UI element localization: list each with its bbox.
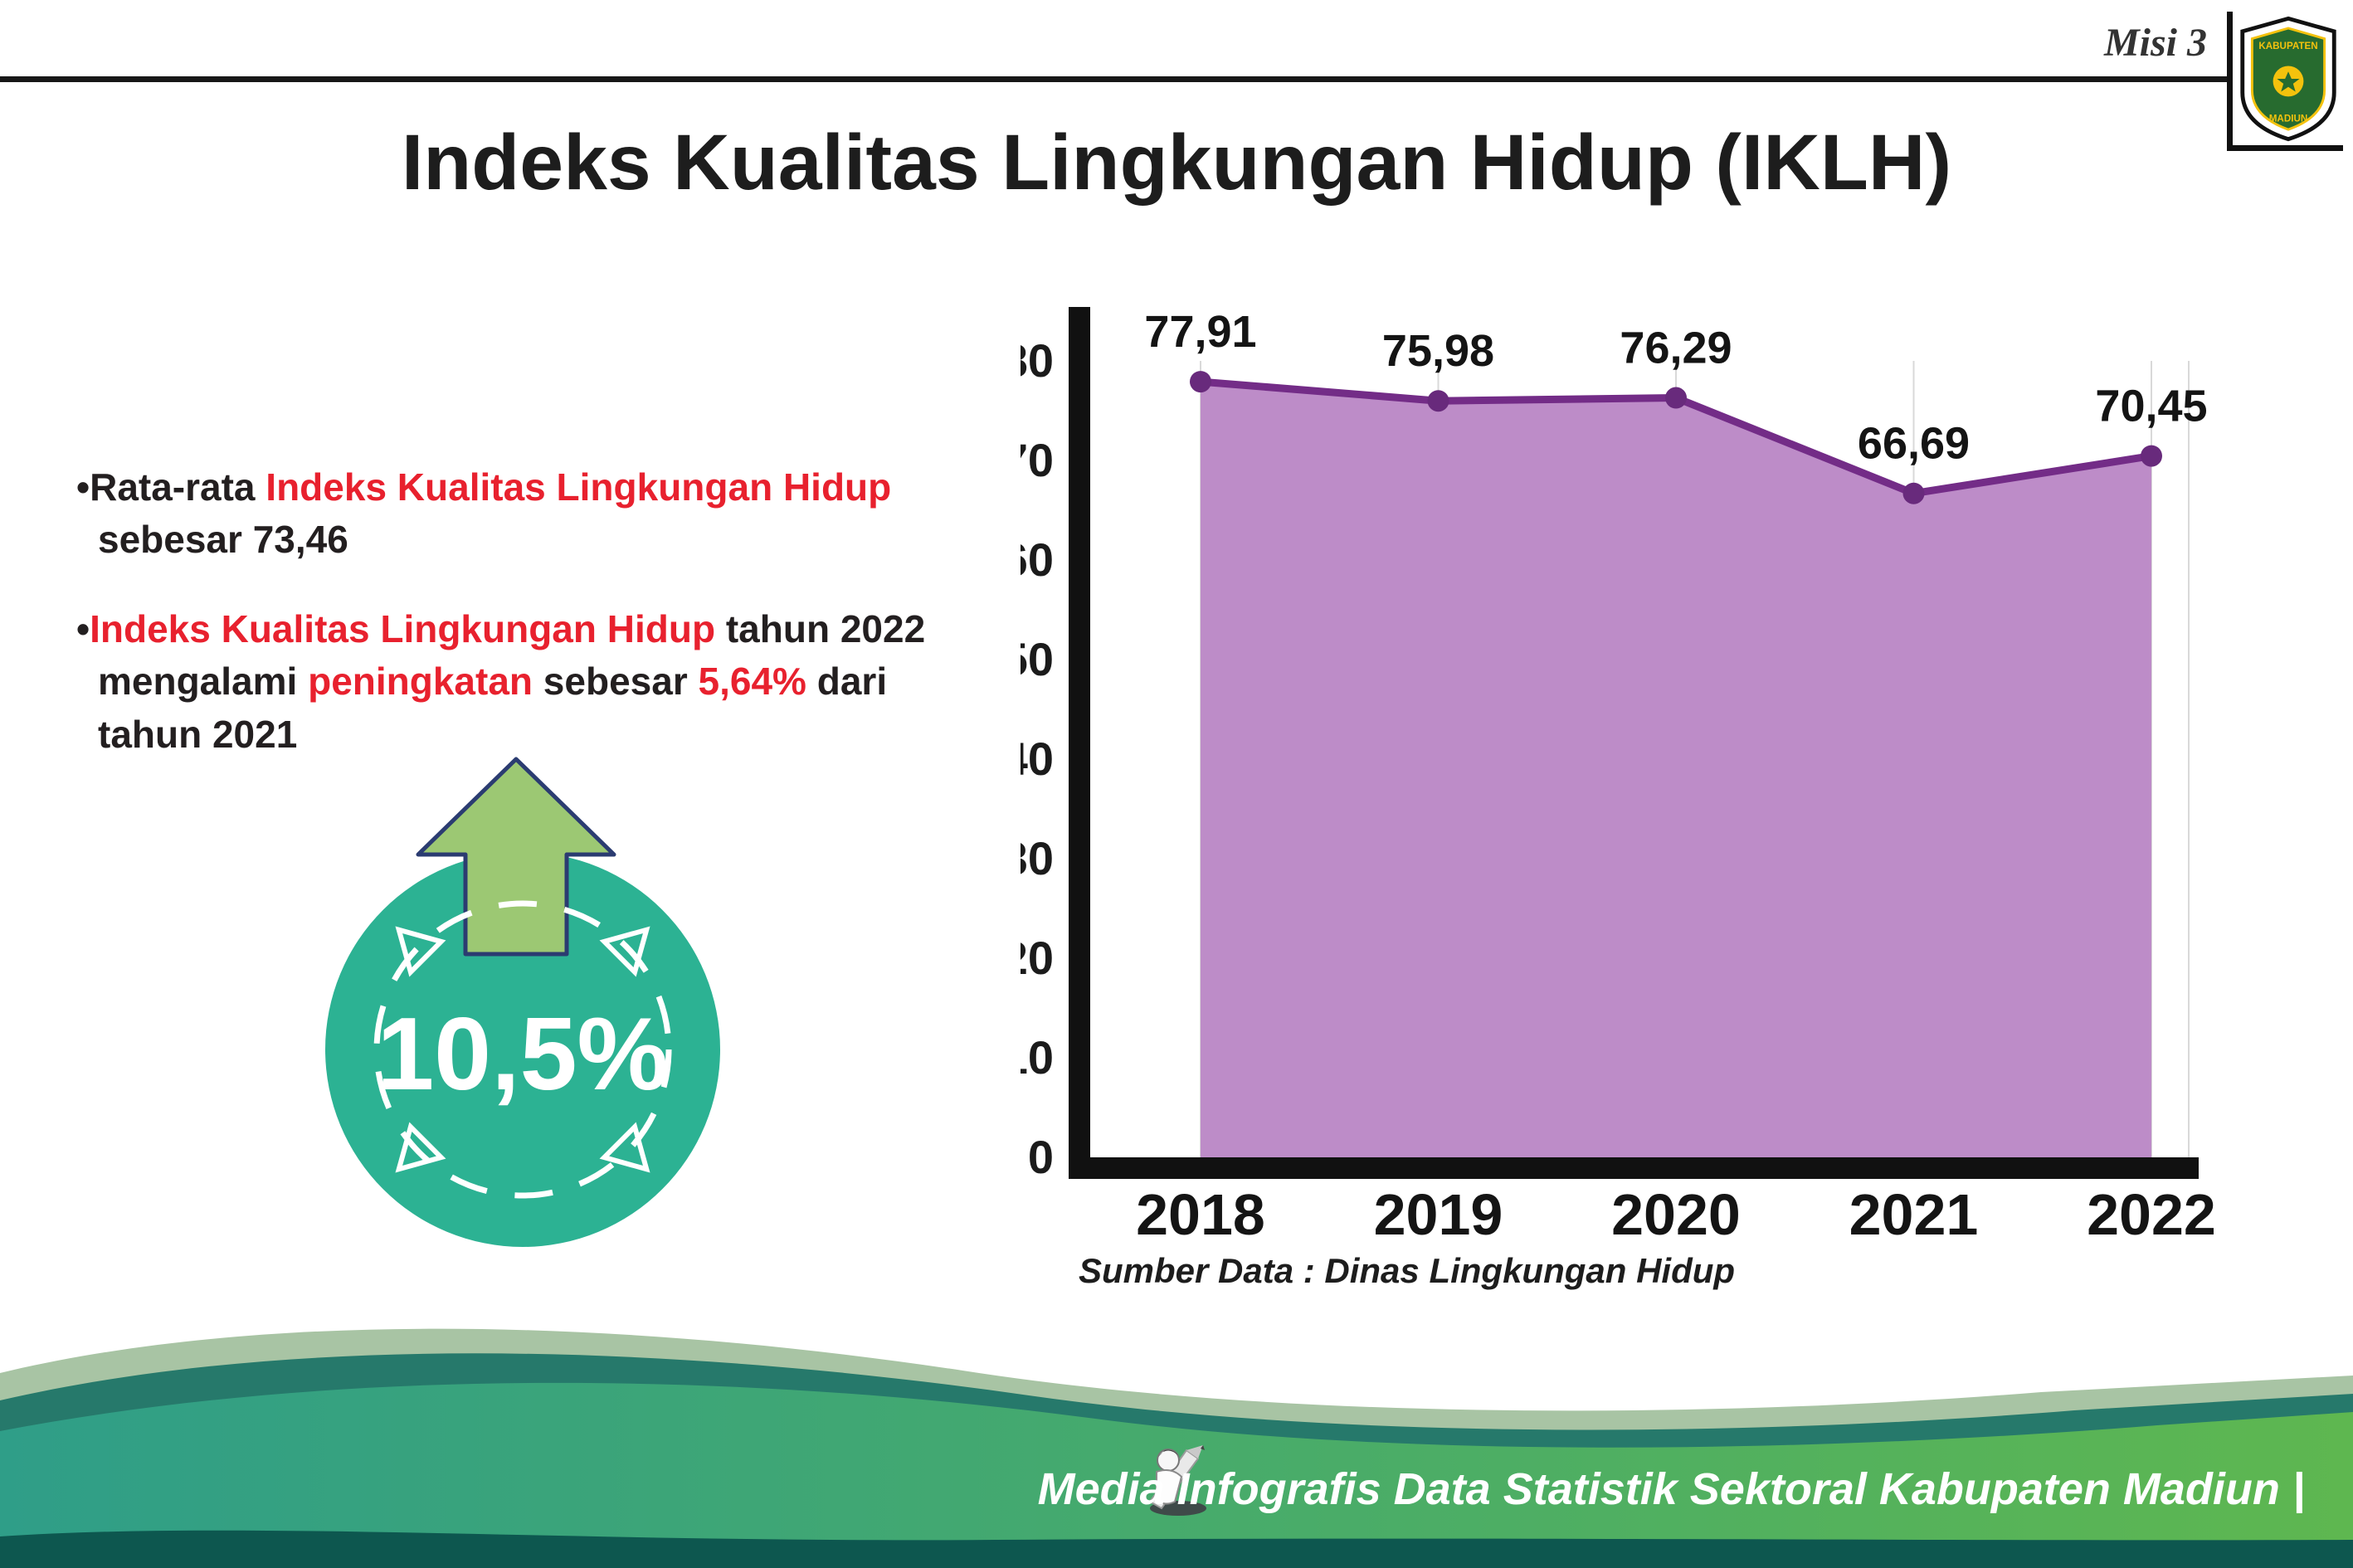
bullet2-highlight3: 5,64% bbox=[698, 660, 806, 704]
chart-point bbox=[2141, 445, 2162, 467]
value-label: 76,29 bbox=[1620, 324, 1732, 373]
value-label: 77,91 bbox=[1144, 307, 1256, 357]
increase-percentage: 10,5% bbox=[377, 997, 669, 1112]
y-tick-label: 80 bbox=[1021, 334, 1054, 387]
y-axis bbox=[1069, 307, 1090, 1179]
badge-triangle-sw-icon bbox=[395, 1122, 446, 1173]
footer-wave-strip bbox=[0, 1530, 2353, 1568]
value-label: 75,98 bbox=[1382, 326, 1494, 376]
misi-label: Misi 3 bbox=[2103, 21, 2207, 65]
y-tick-label: 40 bbox=[1021, 733, 1054, 785]
up-arrow-icon bbox=[416, 757, 616, 957]
badge-circle bbox=[325, 852, 720, 1247]
logo-text-top: KABUPATEN bbox=[2258, 41, 2317, 51]
value-label: 70,45 bbox=[2095, 382, 2207, 431]
bullet1-tail: sebesar 73,46 bbox=[98, 518, 348, 562]
chart-point bbox=[1427, 390, 1449, 412]
bullet2-highlight1: Indeks Kualitas Lingkungan Hidup bbox=[90, 606, 716, 650]
chart-area bbox=[1201, 382, 2151, 1157]
y-tick-label: 10 bbox=[1021, 1031, 1054, 1083]
page-title: Indeks Kualitas Lingkungan Hidup (IKLH) bbox=[401, 119, 1952, 207]
chart-source: Sumber Data : Dinas Lingkungan Hidup bbox=[1079, 1251, 1736, 1290]
bullet2-tail: dari tahun 2021 bbox=[98, 660, 888, 756]
x-tick-label: 2021 bbox=[1849, 1182, 1979, 1247]
header-rule bbox=[0, 76, 2234, 82]
bullet-item-1: •Rata-rata Indeks Kualitas Lingkungan Hi… bbox=[76, 461, 972, 567]
badge-dashed-ring bbox=[373, 900, 672, 1199]
bullet2-dot: • bbox=[76, 606, 90, 650]
bullet1-text: •Rata-rata bbox=[76, 465, 266, 509]
y-tick-label: 70 bbox=[1021, 434, 1054, 486]
x-axis bbox=[1069, 1157, 2199, 1179]
kabupaten-madiun-logo: KABUPATEN MADIUN bbox=[2227, 12, 2343, 151]
mascot-icon bbox=[1148, 1445, 1206, 1516]
footer-waves bbox=[0, 1328, 2353, 1568]
y-tick-label: 60 bbox=[1021, 533, 1054, 586]
logo-shield-icon: KABUPATEN MADIUN bbox=[2239, 16, 2336, 142]
x-tick-label: 2022 bbox=[2087, 1182, 2216, 1247]
badge-triangle-ne-icon bbox=[599, 926, 650, 977]
x-tick-label: 2020 bbox=[1611, 1182, 1741, 1247]
y-tick-label: 30 bbox=[1021, 832, 1054, 884]
chart-point bbox=[1665, 387, 1687, 409]
y-tick-label: 0 bbox=[1028, 1131, 1054, 1183]
x-tick-label: 2019 bbox=[1374, 1182, 1503, 1247]
footer-caption: Media Infografis Data Statistik Sektoral… bbox=[1037, 1464, 2305, 1514]
badge-triangle-se-icon bbox=[599, 1122, 650, 1173]
badge-triangle-nw-icon bbox=[395, 926, 446, 977]
value-label: 66,69 bbox=[1858, 419, 1970, 469]
chart-point bbox=[1190, 371, 1211, 393]
y-tick-label: 20 bbox=[1021, 932, 1054, 984]
chart-point bbox=[1902, 482, 1925, 504]
logo-text-bottom: MADIUN bbox=[2268, 113, 2307, 124]
bullet2-highlight2: peningkatan bbox=[308, 660, 533, 704]
bullet1-highlight: Indeks Kualitas Lingkungan Hidup bbox=[266, 465, 892, 509]
x-tick-label: 2018 bbox=[1136, 1182, 1265, 1247]
summary-bullets: •Rata-rata Indeks Kualitas Lingkungan Hi… bbox=[76, 461, 972, 797]
y-tick-label: 50 bbox=[1021, 633, 1054, 685]
bullet-item-2: •Indeks Kualitas Lingkungan Hidup tahun … bbox=[76, 603, 972, 761]
increase-badge bbox=[325, 757, 720, 1247]
iklh-area-chart: 77,91 75,98 76,29 66,69 70,45 0 10 20 30 40 50 60 70… bbox=[1021, 307, 2216, 1247]
bullet2-mid1: tahun 2022 mengalami bbox=[98, 606, 926, 704]
bullet2-mid2: sebesar bbox=[533, 660, 699, 704]
